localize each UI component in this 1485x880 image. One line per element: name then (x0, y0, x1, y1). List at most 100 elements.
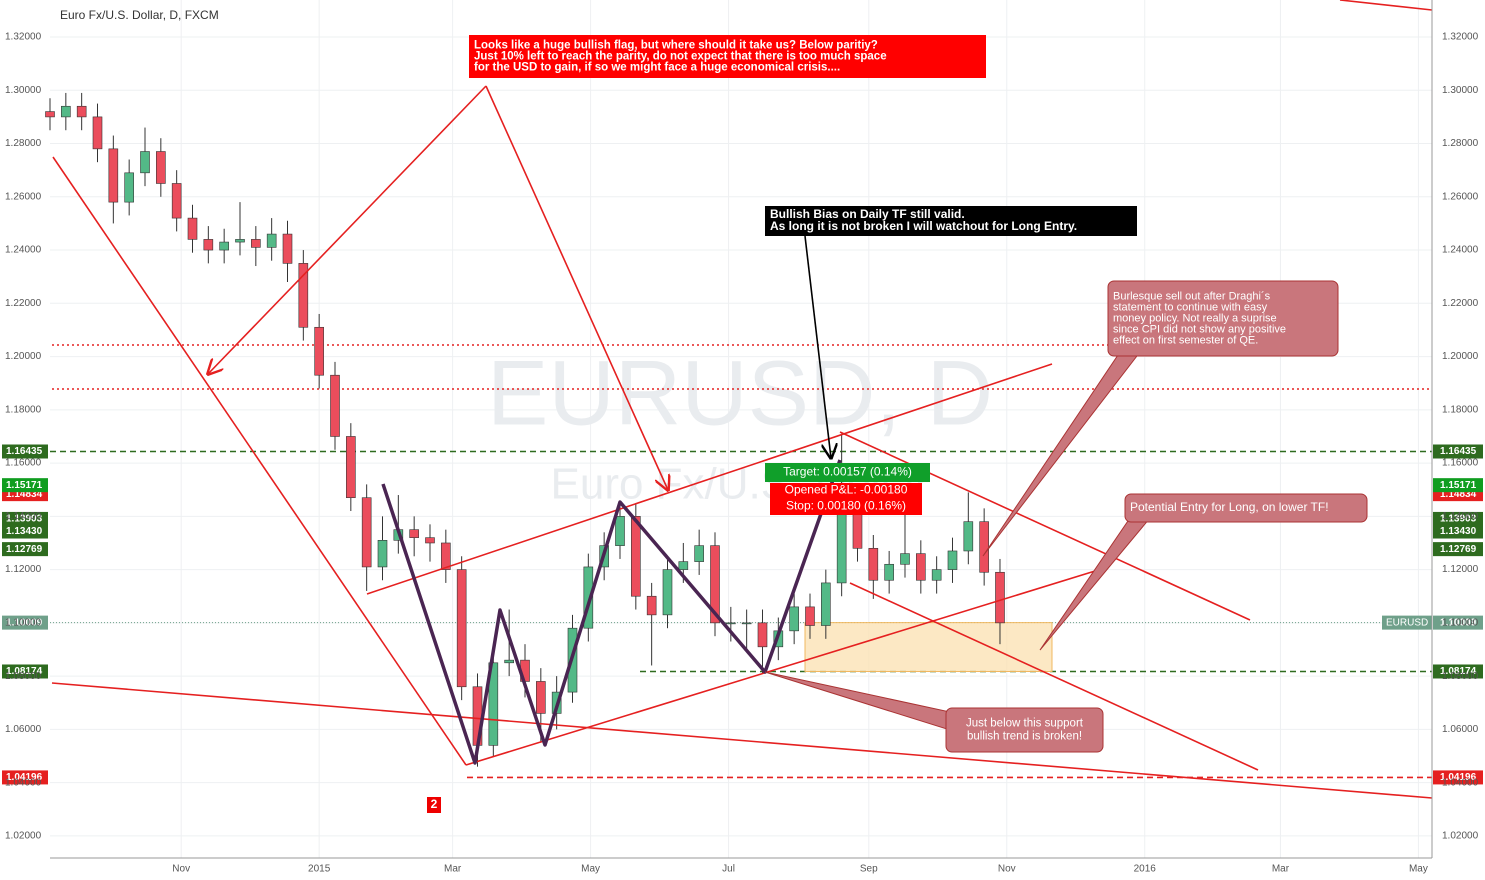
position-box (804, 622, 1053, 672)
y-tick-label: 1.12000 (5, 564, 42, 575)
candle-body (979, 521, 989, 573)
price-tag-label: 1.08174 (1440, 666, 1477, 677)
trendline (366, 363, 1053, 595)
candle-body (76, 105, 87, 118)
price-tag-label: 1.12769 (1440, 544, 1477, 555)
y-tick-label: 1.16000 (1442, 458, 1479, 469)
candle-body (805, 606, 815, 626)
y-tick-label: 1.10000 (1442, 618, 1479, 629)
price-tag-label: 1.04196 (6, 772, 43, 783)
price-tag-label: 1.13903 (6, 514, 43, 525)
candle-body (298, 263, 309, 328)
candle-body (615, 516, 625, 546)
price-tag-label: 1.10009 (1440, 617, 1477, 628)
annotation-box (1107, 280, 1339, 357)
y-tick-label: 1.04000 (1442, 777, 1479, 788)
price-tag-label: 1.16435 (6, 446, 43, 457)
price-tag (2, 444, 48, 459)
candle-body (726, 622, 736, 625)
candle-body (662, 569, 673, 616)
y-tick-label: 1.22000 (5, 298, 42, 309)
price-tag-label: 1.08174 (6, 666, 43, 677)
price-tag-label: 1.14834 (6, 489, 43, 500)
annotation-text: Stop: 0.00180 (0.16%) (786, 499, 906, 513)
y-tick-label: 1.08000 (1442, 671, 1479, 682)
price-tag-label: 1.14834 (1440, 489, 1477, 500)
arrow (804, 235, 831, 458)
candle-body (631, 516, 641, 597)
annotation-text: money policy. Not really a suprise (1113, 312, 1277, 324)
price-tag (2, 770, 48, 785)
price-tag-label: 1.10009 (6, 617, 43, 628)
y-tick-label: 1.28000 (5, 138, 42, 149)
candle-body (92, 116, 103, 150)
y-tick-label: 1.22000 (1442, 298, 1479, 309)
price-tag (2, 615, 48, 630)
y-tick-label: 1.30000 (1442, 85, 1479, 96)
price-tag-label: 1.15171 (6, 480, 43, 491)
y-tick-label: 1.24000 (1442, 245, 1479, 256)
candle-body (409, 529, 419, 538)
price-tag (1433, 524, 1483, 539)
price-tag-label: 1.13903 (1440, 514, 1477, 525)
annotation-box (765, 463, 930, 482)
x-tick-label: Sep (860, 864, 878, 875)
annotation-text: for the USD to gain, if so we might face… (474, 62, 840, 74)
candle-body (124, 172, 134, 203)
annotation-box (765, 206, 1137, 236)
symbol-tag-label: EURUSD (1386, 617, 1428, 628)
candle-body (171, 183, 182, 219)
y-tick-label: 1.14000 (5, 511, 42, 522)
arrow (485, 85, 668, 490)
price-tag-label: 1.13430 (6, 526, 43, 537)
candle-body (187, 217, 198, 240)
y-tick-label: 1.04000 (5, 777, 42, 788)
y-tick-label: 1.30000 (5, 85, 42, 96)
candle-body (789, 606, 799, 632)
price-tag (2, 511, 48, 526)
trendline (51, 682, 1433, 799)
x-tick-label: 2015 (308, 864, 331, 875)
trendline (52, 156, 467, 766)
y-tick-label: 1.18000 (5, 404, 42, 415)
trendlines (51, 0, 1433, 799)
candle-body (963, 521, 974, 552)
candle-body (361, 497, 372, 568)
y-tick-label: 1.02000 (1442, 831, 1479, 842)
trendline (849, 582, 1259, 771)
candle-body (488, 662, 499, 746)
candle-body (235, 239, 245, 243)
y-tick-label: 1.26000 (1442, 191, 1479, 202)
y-tick-label: 1.32000 (1442, 32, 1479, 43)
price-tag (1433, 511, 1483, 526)
price-tag (1433, 770, 1483, 785)
annotations: Looks like a huge bullish flag, but wher… (427, 35, 1368, 813)
candle-body (995, 571, 1005, 624)
y-tick-label: 1.14000 (1442, 511, 1479, 522)
price-tag (1433, 444, 1483, 459)
annotation-text: 2 (431, 797, 438, 811)
annotation-text: since CPI did not show any positive (1113, 323, 1286, 335)
price-tag (1433, 615, 1483, 630)
arrow (208, 85, 487, 374)
watermark: EURUSD, D (487, 342, 993, 444)
y-tick-label: 1.28000 (1442, 138, 1479, 149)
price-tag (1433, 664, 1483, 679)
candle-body (108, 148, 119, 203)
x-tick-label: Nov (172, 864, 190, 875)
candle-body (456, 569, 467, 688)
candle-body (931, 569, 942, 581)
candle-body (694, 545, 704, 562)
candle-body (156, 151, 166, 184)
x-tick-label: May (581, 864, 600, 875)
annotation-text: effect on first semester of QE. (1113, 334, 1258, 346)
candle-body (757, 622, 768, 648)
candle-body (140, 151, 150, 174)
candle-body (377, 540, 388, 568)
price-tag (2, 524, 48, 539)
price-tag-label: 1.12769 (6, 544, 43, 555)
price-tag-label: 1.15171 (1440, 480, 1477, 491)
trendline (1339, 0, 1433, 11)
